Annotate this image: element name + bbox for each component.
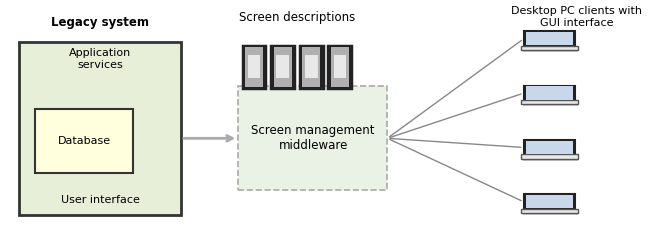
Bar xyxy=(248,55,260,78)
Bar xyxy=(305,55,317,78)
Bar xyxy=(523,213,578,215)
Bar xyxy=(521,46,578,50)
Text: Legacy system: Legacy system xyxy=(52,16,149,29)
Bar xyxy=(526,141,573,154)
Bar xyxy=(523,104,578,106)
Text: Application
services: Application services xyxy=(69,48,131,70)
Text: Desktop PC clients with
GUI interface: Desktop PC clients with GUI interface xyxy=(511,6,642,28)
Bar xyxy=(524,31,575,46)
Bar xyxy=(35,109,133,173)
Bar xyxy=(523,159,578,161)
Bar xyxy=(526,195,573,208)
Bar xyxy=(271,46,294,88)
Bar xyxy=(524,140,575,154)
Bar xyxy=(523,50,578,52)
Bar xyxy=(524,194,575,209)
Bar xyxy=(524,86,575,100)
Bar xyxy=(521,209,578,213)
Bar xyxy=(243,46,266,88)
Bar xyxy=(19,42,181,215)
Bar xyxy=(274,47,292,87)
Bar xyxy=(331,47,349,87)
Bar xyxy=(526,32,573,45)
Bar xyxy=(277,55,289,78)
Bar xyxy=(302,47,320,87)
Bar xyxy=(300,46,322,88)
Bar xyxy=(238,86,387,190)
Bar xyxy=(526,86,573,100)
Bar xyxy=(328,46,351,88)
Bar xyxy=(521,154,578,159)
Bar xyxy=(521,100,578,104)
Bar xyxy=(245,47,263,87)
Text: User interface: User interface xyxy=(61,195,140,205)
Text: Database: Database xyxy=(58,136,111,146)
Bar xyxy=(334,55,346,78)
Text: Screen descriptions: Screen descriptions xyxy=(239,11,355,24)
Text: Screen management
middleware: Screen management middleware xyxy=(251,124,375,152)
